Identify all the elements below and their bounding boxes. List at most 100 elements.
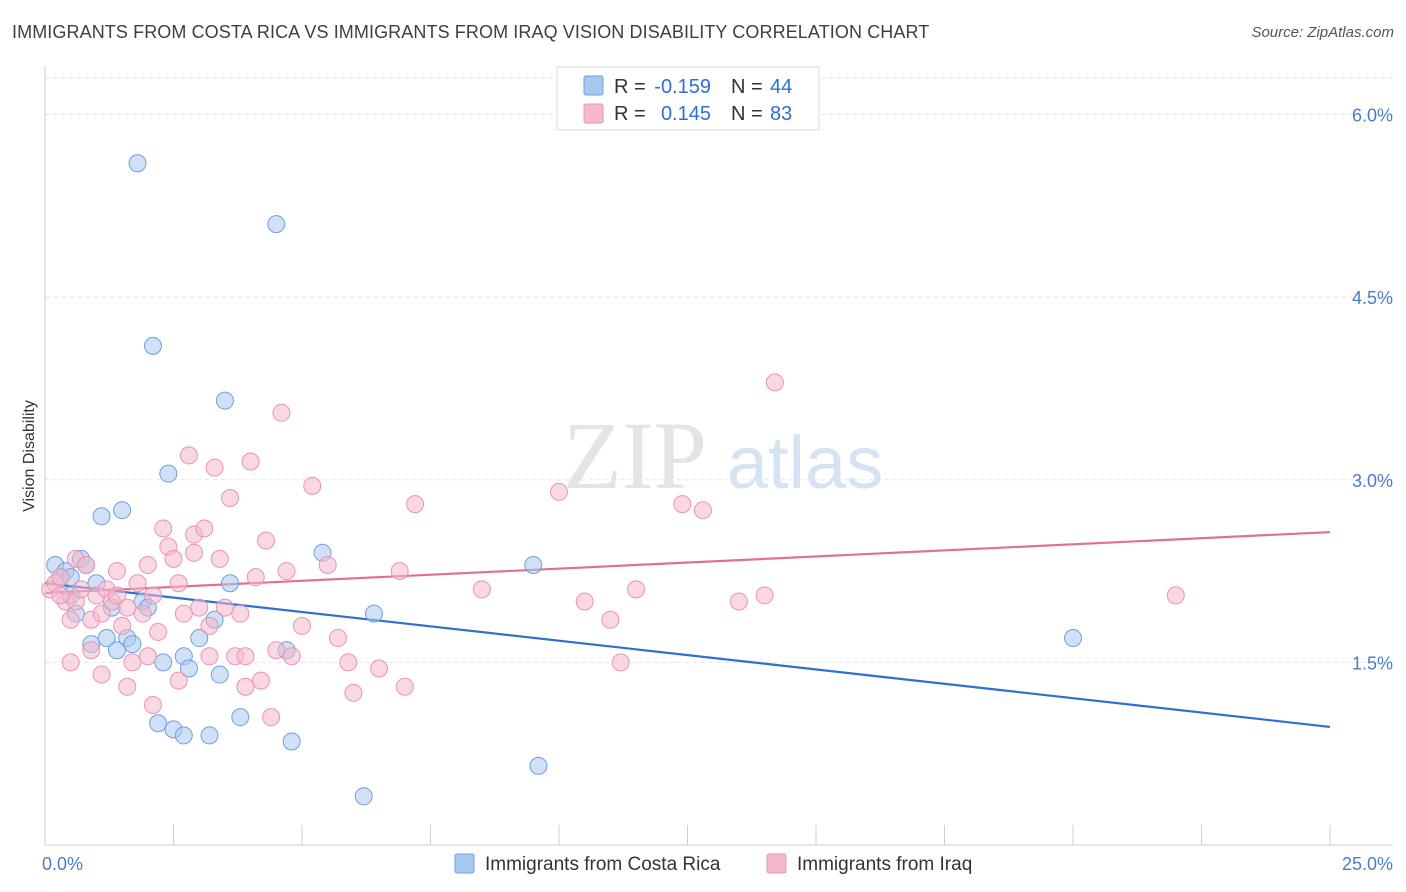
point-iraq-62 (601, 610, 620, 629)
point-costa-rica-37 (282, 732, 301, 751)
point-costa-rica-41 (524, 555, 543, 574)
point-costa-rica-35 (267, 215, 286, 234)
legend-swatch-costa-rica (583, 75, 604, 96)
point-iraq-17 (123, 653, 142, 672)
legend-r-label-0: R = (614, 76, 646, 98)
legend-n-value-1: 83 (770, 103, 792, 125)
y-tick-label-2: 4.5% (1352, 288, 1393, 308)
point-iraq-75 (82, 641, 101, 660)
point-costa-rica-22 (154, 653, 173, 672)
point-iraq-28 (179, 446, 198, 465)
point-iraq-21 (143, 586, 162, 605)
y-tick-label-1: 3.0% (1352, 471, 1393, 491)
point-iraq-77 (236, 677, 255, 696)
point-iraq-63 (611, 653, 630, 672)
point-iraq-39 (236, 647, 255, 666)
point-iraq-55 (370, 659, 389, 678)
point-iraq-82 (185, 543, 204, 562)
point-costa-rica-33 (221, 574, 240, 593)
source-label: Source: ZipAtlas.com (1251, 24, 1394, 41)
point-iraq-4 (61, 610, 80, 629)
point-costa-rica-42 (529, 756, 548, 775)
legend-n-label-0: N = (731, 76, 763, 98)
point-iraq-19 (133, 604, 152, 623)
y-tick-label-3: 6.0% (1352, 106, 1393, 126)
point-iraq-7 (71, 580, 90, 599)
bottom-legend-label-iraq: Immigrants from Iraq (797, 854, 972, 875)
legend-n-value-0: 44 (770, 76, 792, 98)
point-iraq-30 (190, 598, 209, 617)
point-costa-rica-29 (200, 726, 219, 745)
point-costa-rica-10 (92, 507, 111, 526)
trend-line-costa-rica (44, 582, 1331, 728)
point-iraq-53 (339, 653, 358, 672)
point-iraq-34 (210, 549, 229, 568)
x-tick-label-1: 25.0% (1342, 854, 1393, 874)
point-iraq-14 (107, 562, 126, 581)
point-iraq-31 (195, 519, 214, 538)
point-iraq-51 (318, 555, 337, 574)
point-iraq-45 (267, 641, 286, 660)
point-iraq-18 (128, 574, 147, 593)
point-iraq-70 (1166, 586, 1185, 605)
point-costa-rica-17 (128, 154, 147, 173)
point-iraq-33 (205, 458, 224, 477)
point-costa-rica-16 (123, 635, 142, 654)
point-iraq-57 (395, 677, 414, 696)
point-iraq-38 (231, 604, 250, 623)
watermark-atlas: atlas (727, 421, 883, 504)
point-iraq-69 (765, 373, 784, 392)
point-iraq-32 (200, 616, 219, 635)
point-costa-rica-40 (364, 604, 383, 623)
point-iraq-54 (344, 683, 363, 702)
bottom-legend-swatch-costa-rica (454, 853, 475, 874)
point-iraq-23 (154, 519, 173, 538)
point-iraq-66 (693, 501, 712, 520)
point-costa-rica-14 (113, 501, 132, 520)
point-iraq-81 (200, 647, 219, 666)
point-iraq-73 (92, 665, 111, 684)
watermark-zip: ZIP (563, 402, 707, 509)
point-costa-rica-11 (97, 629, 116, 648)
point-iraq-59 (472, 580, 491, 599)
x-tick-labels: 0.0% 25.0% (42, 854, 1393, 874)
point-iraq-26 (169, 574, 188, 593)
axes (44, 66, 1393, 846)
y-tick-labels: 1.5% 3.0% 4.5% 6.0% (1352, 106, 1393, 674)
point-iraq-2 (51, 568, 70, 587)
point-iraq-50 (303, 476, 322, 495)
watermark: ZIP atlas (563, 402, 883, 509)
point-iraq-43 (257, 531, 276, 550)
point-iraq-74 (51, 586, 70, 605)
x-tick-label-0: 0.0% (42, 854, 83, 874)
legend-n-label-1: N = (731, 103, 763, 125)
point-iraq-68 (755, 586, 774, 605)
point-iraq-48 (282, 647, 301, 666)
point-iraq-56 (390, 562, 409, 581)
point-iraq-8 (77, 555, 96, 574)
bottom-legend-label-costa-rica: Immigrants from Costa Rica (485, 854, 721, 875)
point-iraq-46 (272, 403, 291, 422)
point-iraq-80 (61, 653, 80, 672)
point-costa-rica-20 (143, 336, 162, 355)
point-iraq-11 (92, 604, 111, 623)
point-iraq-42 (251, 671, 270, 690)
data-points (41, 154, 1185, 806)
series-legend: Immigrants from Costa Rica Immigrants fr… (454, 853, 972, 875)
point-costa-rica-32 (215, 391, 234, 410)
bottom-legend-swatch-iraq (766, 853, 787, 874)
point-iraq-40 (241, 452, 260, 471)
point-iraq-15 (113, 616, 132, 635)
point-iraq-67 (729, 592, 748, 611)
point-iraq-78 (107, 586, 126, 605)
point-costa-rica-13 (107, 641, 126, 660)
point-iraq-65 (673, 495, 692, 514)
point-costa-rica-26 (174, 726, 193, 745)
legend-swatch-iraq (583, 103, 604, 124)
point-iraq-76 (169, 671, 188, 690)
point-costa-rica-21 (149, 714, 168, 733)
point-iraq-49 (293, 616, 311, 635)
point-costa-rica-28 (190, 629, 209, 648)
point-iraq-27 (174, 604, 193, 623)
point-costa-rica-39 (354, 787, 373, 806)
